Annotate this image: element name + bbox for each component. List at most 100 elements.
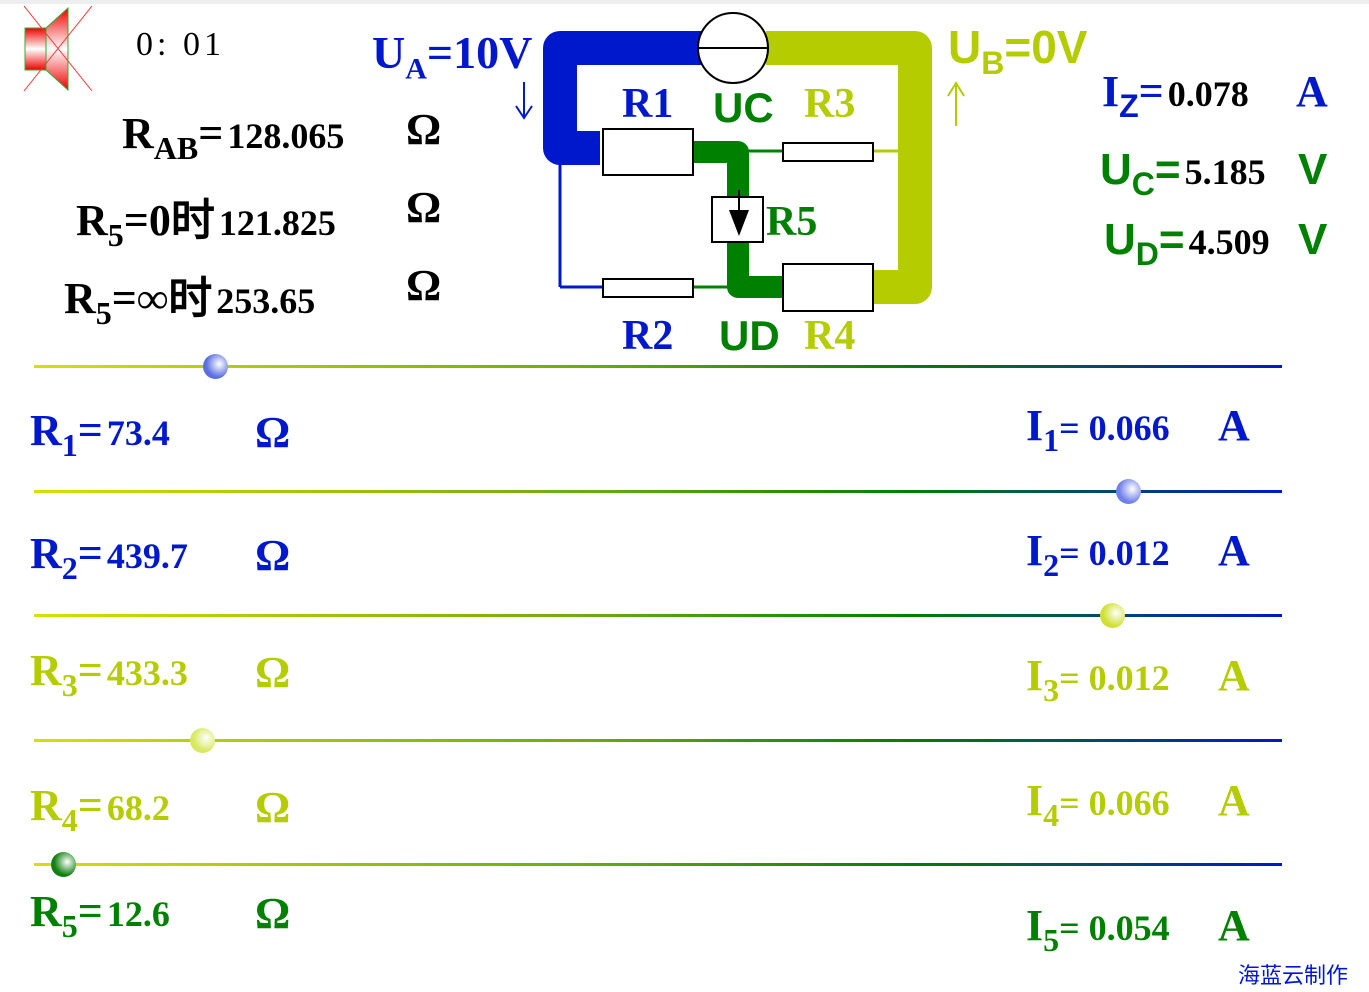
i-unit: A xyxy=(1218,401,1250,450)
slider-thumb[interactable] xyxy=(1100,603,1126,628)
r-value: 12.6 xyxy=(106,894,170,934)
r-eq: = xyxy=(77,887,103,936)
ua-arrow-icon xyxy=(515,82,533,120)
resistance-row: R3= 433.3 xyxy=(30,645,188,704)
r5zero-sub: 5 xyxy=(107,217,124,254)
resistor-r3 xyxy=(782,142,874,162)
rab-eq: = xyxy=(198,109,224,158)
ua-sub: A xyxy=(405,52,427,86)
rab-label: R xyxy=(122,109,154,158)
r5inf-label: R xyxy=(64,274,96,323)
r-label: R xyxy=(30,529,62,578)
slider-thumb[interactable] xyxy=(1116,479,1142,504)
r5zero-unit: Ω xyxy=(406,183,442,232)
r-label: R xyxy=(30,406,62,455)
i-sub: 3 xyxy=(1043,672,1060,709)
resistor-r4 xyxy=(782,263,874,312)
i-label: I xyxy=(1026,901,1044,950)
r-unit: Ω xyxy=(255,531,291,580)
timer: 0: 01 xyxy=(136,26,225,63)
slider-r1[interactable] xyxy=(34,354,1282,379)
ua-label: UA=10V xyxy=(372,26,532,87)
ud-sub: D xyxy=(1135,236,1159,273)
slider-r4[interactable] xyxy=(34,728,1282,753)
r5zero-label: R xyxy=(76,196,108,245)
slider-thumb[interactable] xyxy=(190,728,216,753)
ub-eq: =0V xyxy=(1004,21,1088,73)
r-sub: 1 xyxy=(61,427,78,464)
ud-label: U xyxy=(1104,215,1136,264)
iz-readout: IZ= 0.078 xyxy=(1102,66,1249,125)
i-unit: A xyxy=(1218,651,1250,700)
i-sub: 2 xyxy=(1043,547,1060,584)
ua-eq: =10V xyxy=(426,27,533,78)
r-label: R xyxy=(30,887,62,936)
current-row: I3= 0.012 xyxy=(1026,650,1170,709)
resistance-row: R4= 68.2 xyxy=(30,780,170,839)
r-value: 439.7 xyxy=(106,536,188,576)
i-value: = 0.066 xyxy=(1059,783,1170,823)
resistance-row: R5= 12.6 xyxy=(30,886,170,945)
i-value: = 0.054 xyxy=(1059,908,1170,948)
uc-value: 5.185 xyxy=(1184,152,1266,192)
i-label: I xyxy=(1026,776,1044,825)
r-eq: = xyxy=(77,529,103,578)
r5inf-value: 253.65 xyxy=(216,281,316,321)
r-sub: 3 xyxy=(61,667,78,704)
current-row: I2= 0.012 xyxy=(1026,525,1170,584)
speaker-muted-icon[interactable] xyxy=(22,6,94,92)
rab-unit: Ω xyxy=(406,105,442,154)
r-value: 73.4 xyxy=(106,413,170,453)
uc-eq: = xyxy=(1154,145,1181,194)
r-value: 433.3 xyxy=(106,653,188,693)
i-unit: A xyxy=(1218,526,1250,575)
r-value: 68.2 xyxy=(106,788,170,828)
r-sub: 5 xyxy=(61,908,78,945)
ub-label: UB=0V xyxy=(948,20,1087,82)
i-value: = 0.066 xyxy=(1059,408,1170,448)
arrow-down-icon xyxy=(729,210,749,236)
r-unit: Ω xyxy=(255,648,291,697)
r5-zero-readout: R5=0时 121.825 xyxy=(76,184,336,254)
wire-a-thick xyxy=(543,31,734,165)
i-label: I xyxy=(1026,651,1044,700)
iz-unit: A xyxy=(1296,67,1328,116)
slider-r3[interactable] xyxy=(34,603,1282,628)
r5zero-eq: =0时 xyxy=(123,196,215,245)
current-row: I4= 0.066 xyxy=(1026,775,1170,834)
label-uc: UC xyxy=(713,84,774,131)
label-r2: R2 xyxy=(622,313,674,359)
ua-u: U xyxy=(372,27,406,78)
credit-label: 海蓝云制作 xyxy=(1238,964,1349,989)
slider-r5[interactable] xyxy=(34,852,1282,877)
i-value: = 0.012 xyxy=(1059,658,1170,698)
r-sub: 2 xyxy=(61,550,78,587)
r5inf-eq: =∞时 xyxy=(111,274,213,323)
slider-thumb[interactable] xyxy=(202,354,228,379)
current-row: I5= 0.054 xyxy=(1026,900,1170,959)
label-r4: R4 xyxy=(804,313,856,359)
ub-sub: B xyxy=(981,45,1005,82)
r-eq: = xyxy=(77,406,103,455)
i-unit: A xyxy=(1218,901,1250,950)
i-sub: 5 xyxy=(1043,922,1060,959)
i-label: I xyxy=(1026,526,1044,575)
top-border xyxy=(0,0,1369,4)
label-r3: R3 xyxy=(804,81,856,127)
slider-thumb[interactable] xyxy=(50,852,76,877)
i-unit: A xyxy=(1218,776,1250,825)
r5inf-unit: Ω xyxy=(406,261,442,310)
r-label: R xyxy=(30,646,62,695)
rab-readout: RAB= 128.065 xyxy=(122,108,344,167)
ud-value: 4.509 xyxy=(1188,222,1270,262)
slider-r2[interactable] xyxy=(34,479,1282,504)
ub-u: U xyxy=(948,21,982,73)
resistance-row: R2= 439.7 xyxy=(30,528,188,587)
bridge-circuit-diagram xyxy=(543,12,932,312)
label-r5: R5 xyxy=(766,199,818,245)
rab-sub: AB xyxy=(153,130,199,167)
iz-eq: = xyxy=(1138,67,1164,116)
resistor-r1 xyxy=(602,128,694,176)
label-ud: UD xyxy=(719,312,780,359)
iz-label: I xyxy=(1102,67,1120,116)
